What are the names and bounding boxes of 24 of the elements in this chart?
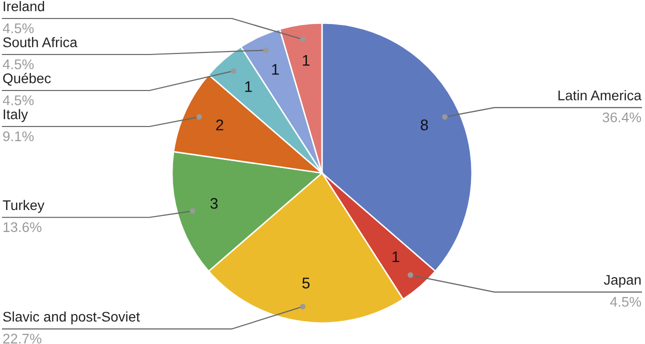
data-label: 1 — [245, 81, 252, 92]
text: 4.5% — [2, 23, 34, 34]
text: 36.4% — [602, 112, 642, 122]
data-label: 2 — [216, 120, 224, 130]
data-label: 5 — [302, 278, 310, 288]
slice-label: Slavic and post-Soviet — [3, 311, 140, 324]
data-label: 1 — [302, 55, 310, 66]
text: 4.5% — [610, 296, 642, 307]
text: 4.5% — [2, 95, 34, 106]
text: 9.1% — [3, 131, 34, 142]
text: 13.6% — [4, 222, 42, 232]
data-label: 3 — [210, 198, 218, 209]
slice-label: Italy — [4, 109, 28, 122]
text: 4.5% — [2, 59, 34, 70]
data-label: 1 — [272, 64, 279, 75]
slice-label: Japan — [604, 275, 641, 288]
data-label: 8 — [420, 120, 428, 130]
slice-label: Latin America — [558, 90, 642, 100]
slice-label: Turkey — [2, 200, 44, 213]
data-label: 1 — [392, 251, 400, 262]
text: 22.7% — [3, 334, 42, 344]
slice-label: Ireland — [4, 1, 44, 12]
slice-label: Québec — [3, 72, 51, 86]
slice-label: South Africa — [3, 37, 78, 48]
